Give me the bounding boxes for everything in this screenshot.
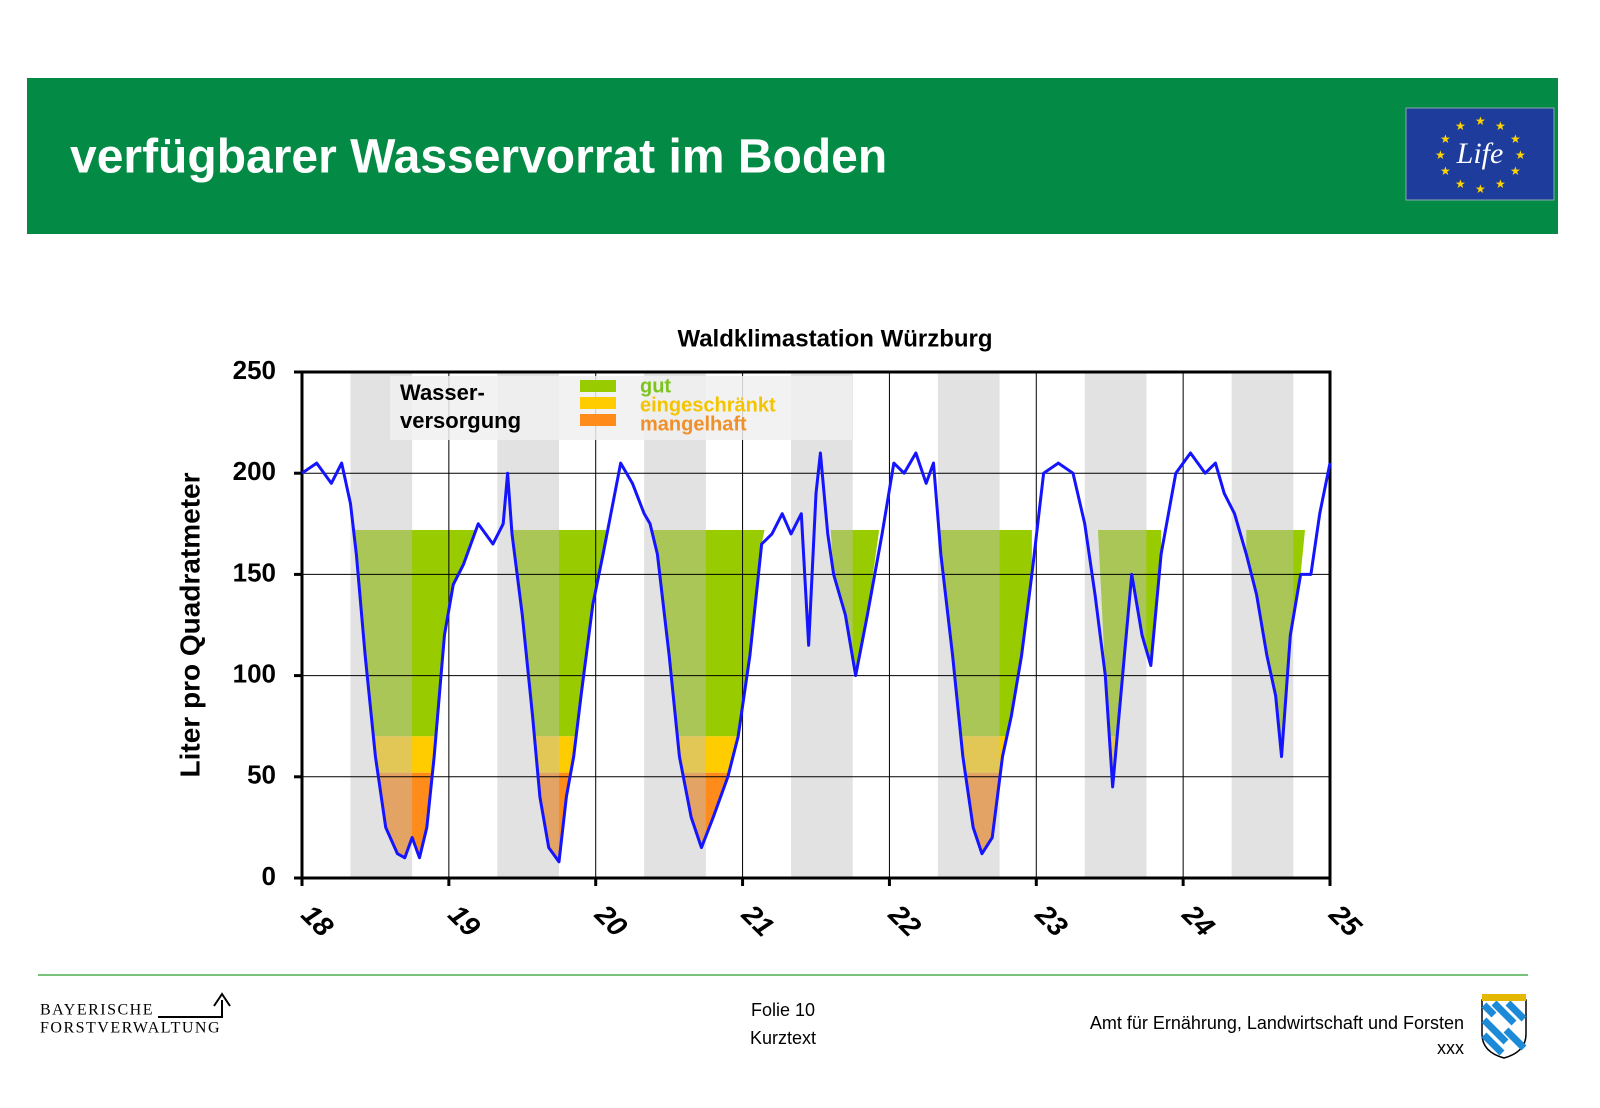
svg-text:★: ★	[1455, 119, 1466, 133]
x-tick-label: 25	[1323, 898, 1368, 943]
season-band	[791, 372, 853, 878]
y-tick-label: 150	[233, 557, 276, 587]
legend-label: eingeschränkt	[640, 394, 776, 416]
svg-text:★: ★	[1495, 119, 1506, 133]
x-tick-label: 18	[296, 899, 340, 943]
svg-text:★: ★	[1455, 177, 1466, 191]
y-tick-label: 250	[233, 355, 276, 385]
season-band	[644, 372, 706, 878]
x-tick-label: 23	[1029, 898, 1074, 943]
logo-text: Life	[1456, 137, 1504, 170]
footer-slide: Folie 10	[751, 1000, 815, 1020]
svg-text:★: ★	[1440, 164, 1451, 178]
season-band	[1084, 372, 1147, 878]
footer-org-1: BAYERISCHE	[40, 1002, 154, 1019]
chart-title: Waldklimastation Würzburg	[677, 325, 992, 352]
svg-text:★: ★	[1435, 148, 1446, 162]
y-tick-label: 100	[233, 658, 276, 688]
header-bar	[27, 78, 1558, 234]
legend-box	[390, 376, 852, 440]
legend-title: Wasser-	[400, 380, 485, 405]
legend-title: versorgung	[400, 408, 521, 433]
plot: 0 50 100 150 200 250 18 19 20 21 22 23 24 25 Wasser-ve…	[233, 355, 1368, 943]
y-axis-label: Liter pro Quadratmeter	[174, 472, 205, 777]
water-line	[301, 451, 1332, 864]
footer-short: Kurztext	[750, 1028, 816, 1048]
footer-org-2: FORSTVERWALTUNG	[40, 1020, 221, 1037]
logo-stars: ★ ★ ★ ★ ★ ★ ★ ★ ★ ★ ★ ★	[1435, 114, 1526, 196]
life-logo	[1405, 107, 1555, 201]
svg-text:★: ★	[1510, 164, 1521, 178]
x-tick-label: 21	[735, 898, 780, 943]
y-tick-label: 0	[262, 861, 276, 891]
x-tick-label: 22	[882, 898, 927, 943]
y-tick-label: 50	[247, 760, 276, 790]
season-band	[497, 372, 559, 878]
footer-xxx: xxx	[1437, 1038, 1464, 1058]
svg-text:★: ★	[1475, 182, 1486, 196]
y-tick-label: 200	[233, 456, 276, 486]
header-title: verfügbarer Wasservorrat im Boden	[70, 131, 887, 184]
x-tick-label: 19	[442, 899, 486, 943]
svg-text:★: ★	[1475, 114, 1486, 128]
bavaria-crest	[1481, 994, 1527, 1059]
legend-swatch	[580, 397, 616, 409]
legend-label: gut	[640, 375, 671, 397]
svg-text:★: ★	[1515, 148, 1526, 162]
legend-swatch	[580, 414, 616, 426]
legend-label: mangelhaft	[640, 413, 747, 435]
legend-swatch	[580, 380, 616, 392]
org-arrow	[158, 992, 231, 1018]
x-tick-label: 24	[1176, 898, 1221, 943]
plot-frame	[300, 370, 1332, 880]
x-tick-label: 20	[589, 898, 634, 943]
svg-text:★: ★	[1510, 132, 1521, 146]
svg-text:★: ★	[1440, 132, 1451, 146]
footer-office: Amt für Ernährung, Landwirtschaft und Fo…	[1090, 1013, 1464, 1033]
svg-text:★: ★	[1495, 177, 1506, 191]
